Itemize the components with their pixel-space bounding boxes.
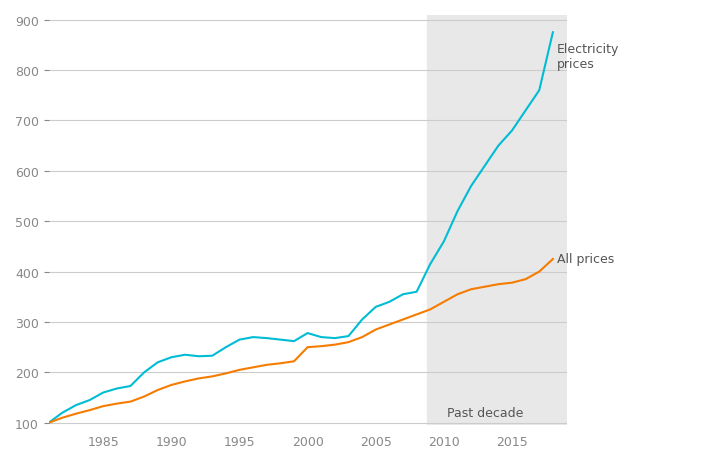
Bar bbox=[427, 16, 567, 425]
Text: All prices: All prices bbox=[557, 253, 614, 266]
Text: Electricity
prices: Electricity prices bbox=[557, 43, 619, 71]
Text: Past decade: Past decade bbox=[446, 406, 523, 419]
